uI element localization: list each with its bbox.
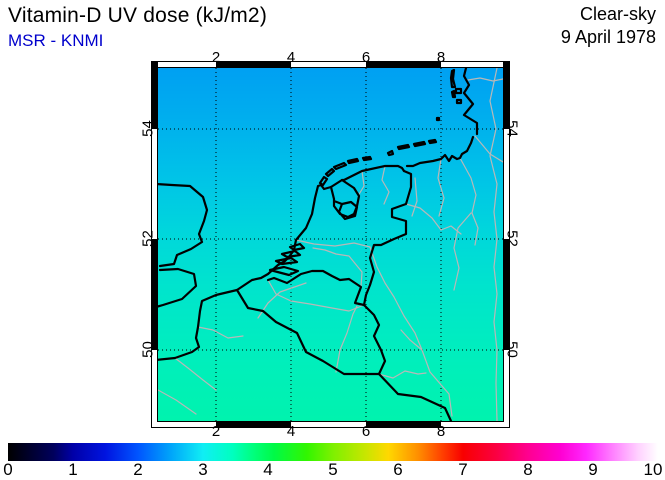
denmark-germany-border — [467, 77, 503, 82]
colorbar-label-10: 10 — [643, 460, 663, 479]
river-weser — [459, 157, 479, 246]
lon-tick-bottom-2: 2 — [211, 423, 221, 440]
frame-band-bottom — [158, 421, 503, 427]
coast-england — [158, 183, 209, 308]
colorbar-label-6: 6 — [393, 460, 403, 479]
border-be-fr — [235, 288, 381, 376]
colorbar-label-7: 7 — [458, 460, 468, 479]
german-state-line — [489, 68, 498, 421]
coast-france — [158, 288, 239, 361]
belgium-internal-lines — [267, 279, 365, 312]
colorbar-label-9: 9 — [588, 460, 598, 479]
lon-tick-bottom-8: 8 — [436, 423, 446, 440]
zeeland-islands — [268, 242, 306, 277]
lon-tick-top-2: 2 — [211, 49, 221, 66]
lon-tick-bottom-4: 4 — [286, 423, 296, 440]
germany-internal-lines — [400, 158, 472, 351]
ijsselmeer-outline — [329, 178, 361, 221]
river-ems — [411, 177, 418, 217]
colorbar-label-5: 5 — [328, 460, 338, 479]
lon-tick-top-4: 4 — [286, 49, 296, 66]
colorbar-label-4: 4 — [263, 460, 273, 479]
frame-band-right — [503, 62, 509, 427]
colorbar-label-8: 8 — [523, 460, 533, 479]
lat-tick-left-52: 52 — [139, 230, 157, 247]
lon-tick-top-6: 6 — [361, 49, 371, 66]
map-canvas — [157, 67, 504, 422]
france-internal-lines — [158, 326, 244, 415]
lon-tick-top-8: 8 — [436, 49, 446, 66]
border-nl-de — [362, 169, 413, 307]
coastlines-and-borders — [158, 68, 479, 421]
date-label: 9 April 1978 — [560, 27, 656, 47]
map-overlay-svg — [158, 68, 503, 421]
colorbar-label-3: 3 — [198, 460, 208, 479]
lon-tick-bottom-6: 6 — [361, 423, 371, 440]
colorbar-gradient — [8, 443, 658, 461]
border-de-lu-fr — [362, 303, 453, 421]
data-source-label: MSR - KNMI — [8, 31, 104, 50]
lat-tick-left-50: 50 — [139, 341, 157, 358]
lat-tick-right-52: 52 — [503, 230, 521, 247]
frame-band-top — [158, 62, 503, 68]
graticule-gridlines — [158, 68, 503, 421]
river-mosel — [378, 370, 427, 379]
rivers-and-minor-borders — [158, 68, 503, 421]
river-rhine-germany — [369, 246, 453, 417]
colorbar-label-2: 2 — [133, 460, 143, 479]
colorbar-label-1: 1 — [68, 460, 78, 479]
frame-band-left — [152, 62, 158, 427]
colorbar-label-0: 0 — [3, 460, 13, 479]
netherlands-internal-lines — [357, 165, 390, 205]
river-meuse-france — [335, 305, 358, 373]
wadden-islands — [318, 68, 463, 187]
sky-condition-label: Clear-sky — [579, 4, 656, 24]
river-elbe — [474, 135, 503, 163]
lat-tick-right-50: 50 — [503, 341, 521, 358]
border-nl-be — [266, 269, 366, 307]
lat-tick-left-54: 54 — [139, 120, 157, 137]
page-title: Vitamin-D UV dose (kJ/m2) — [8, 4, 268, 27]
lat-tick-right-54: 54 — [503, 120, 521, 137]
